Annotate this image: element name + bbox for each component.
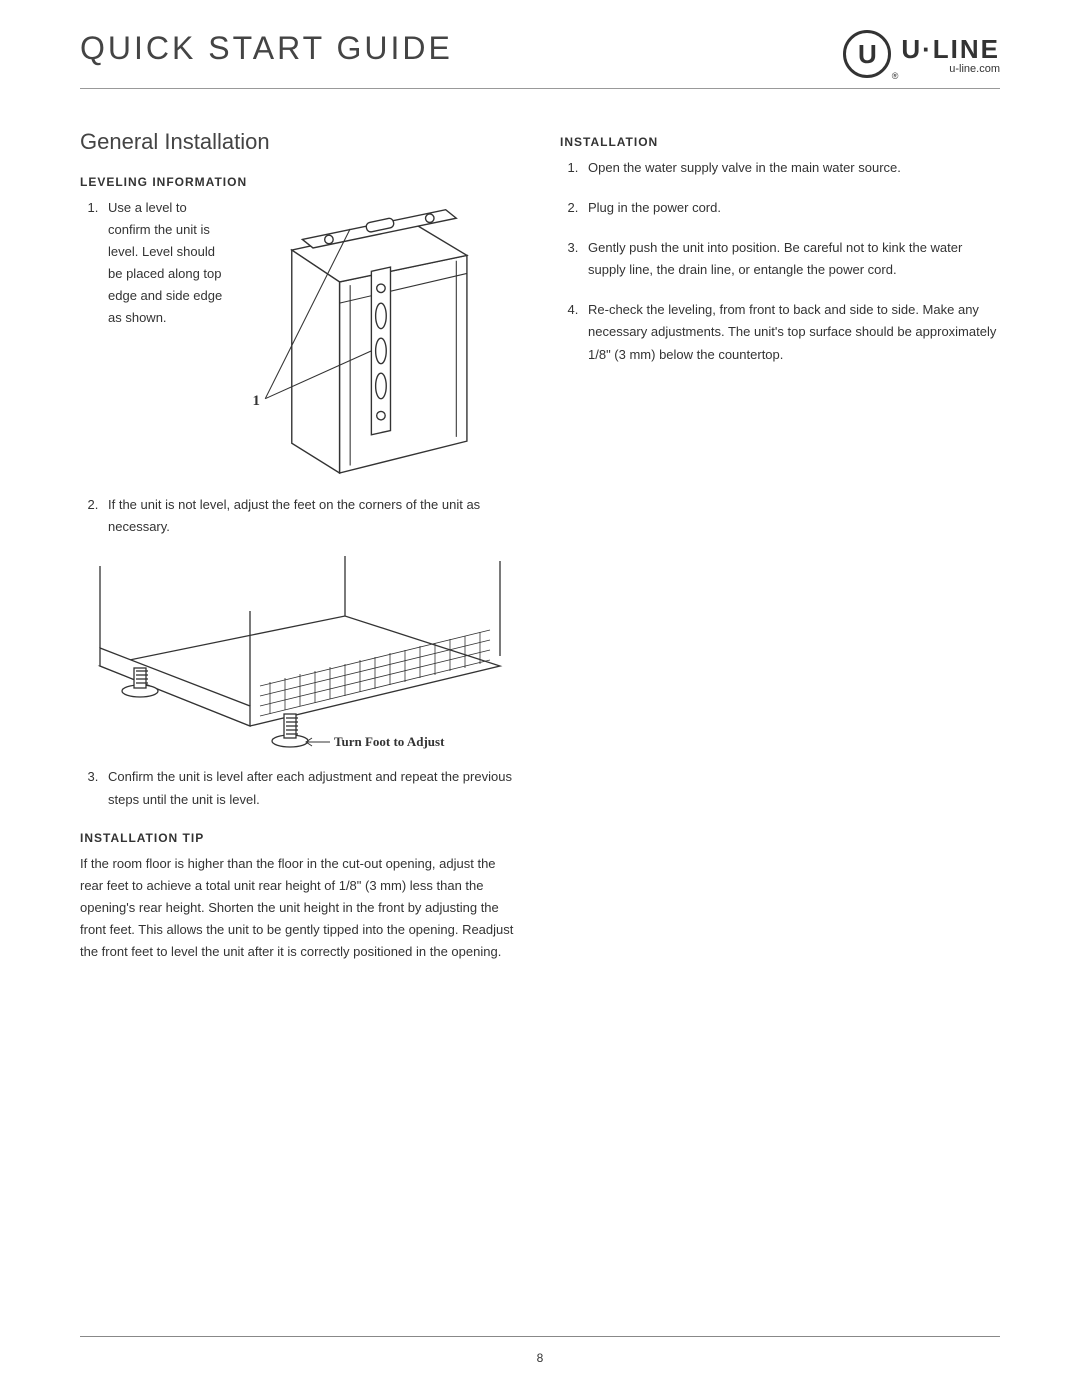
figure-label-1: 1 bbox=[252, 393, 259, 409]
leveling-step-3: Confirm the unit is level after each adj… bbox=[80, 766, 520, 810]
section-title: General Installation bbox=[80, 129, 520, 155]
list-item: Confirm the unit is level after each adj… bbox=[102, 766, 520, 810]
list-item: If the unit is not level, adjust the fee… bbox=[102, 494, 520, 538]
brand-text: U·LINE u-line.com bbox=[901, 34, 1000, 75]
list-item: Open the water supply valve in the main … bbox=[582, 157, 1000, 179]
list-item: Gently push the unit into position. Be c… bbox=[582, 237, 1000, 281]
leveling-step-2: If the unit is not level, adjust the fee… bbox=[80, 494, 520, 538]
brand-block: U ® U·LINE u-line.com bbox=[843, 30, 1000, 78]
installation-steps: Open the water supply valve in the main … bbox=[560, 157, 1000, 366]
registered-mark-icon: ® bbox=[892, 71, 899, 81]
brand-logo-letter: U bbox=[858, 41, 877, 67]
left-column: General Installation LEVELING INFORMATIO… bbox=[80, 129, 520, 979]
page-header: QUICK START GUIDE U ® U·LINE u-line.com bbox=[80, 30, 1000, 89]
installation-heading: INSTALLATION bbox=[560, 135, 1000, 149]
figure-feet-adjust: Turn Foot to Adjust bbox=[80, 556, 520, 766]
unit-level-diagram-icon: 1 bbox=[244, 197, 520, 494]
list-item: Re-check the leveling, from front to bac… bbox=[582, 299, 1000, 365]
brand-logo-icon: U ® bbox=[843, 30, 891, 78]
figure-unit-with-levels: 1 bbox=[244, 197, 520, 494]
brand-name: U·LINE bbox=[901, 34, 1000, 65]
feet-adjust-diagram-icon: Turn Foot to Adjust bbox=[90, 556, 510, 756]
header-title: QUICK START GUIDE bbox=[80, 30, 453, 67]
right-column: INSTALLATION Open the water supply valve… bbox=[560, 129, 1000, 979]
page: QUICK START GUIDE U ® U·LINE u-line.com … bbox=[0, 0, 1080, 1397]
list-item: Plug in the power cord. bbox=[582, 197, 1000, 219]
content-columns: General Installation LEVELING INFORMATIO… bbox=[80, 129, 1000, 979]
list-item: Use a level to confirm the unit is level… bbox=[102, 197, 230, 330]
leveling-row: Use a level to confirm the unit is level… bbox=[80, 197, 520, 494]
brand-url: u-line.com bbox=[949, 63, 1000, 75]
figure2-caption: Turn Foot to Adjust bbox=[334, 734, 445, 749]
page-number: 8 bbox=[0, 1351, 1080, 1365]
footer-rule bbox=[80, 1336, 1000, 1337]
installation-tip-body: If the room floor is higher than the flo… bbox=[80, 853, 520, 963]
leveling-step-1-text: Use a level to confirm the unit is level… bbox=[80, 197, 230, 348]
leveling-heading: LEVELING INFORMATION bbox=[80, 175, 520, 189]
installation-tip-heading: INSTALLATION TIP bbox=[80, 831, 520, 845]
